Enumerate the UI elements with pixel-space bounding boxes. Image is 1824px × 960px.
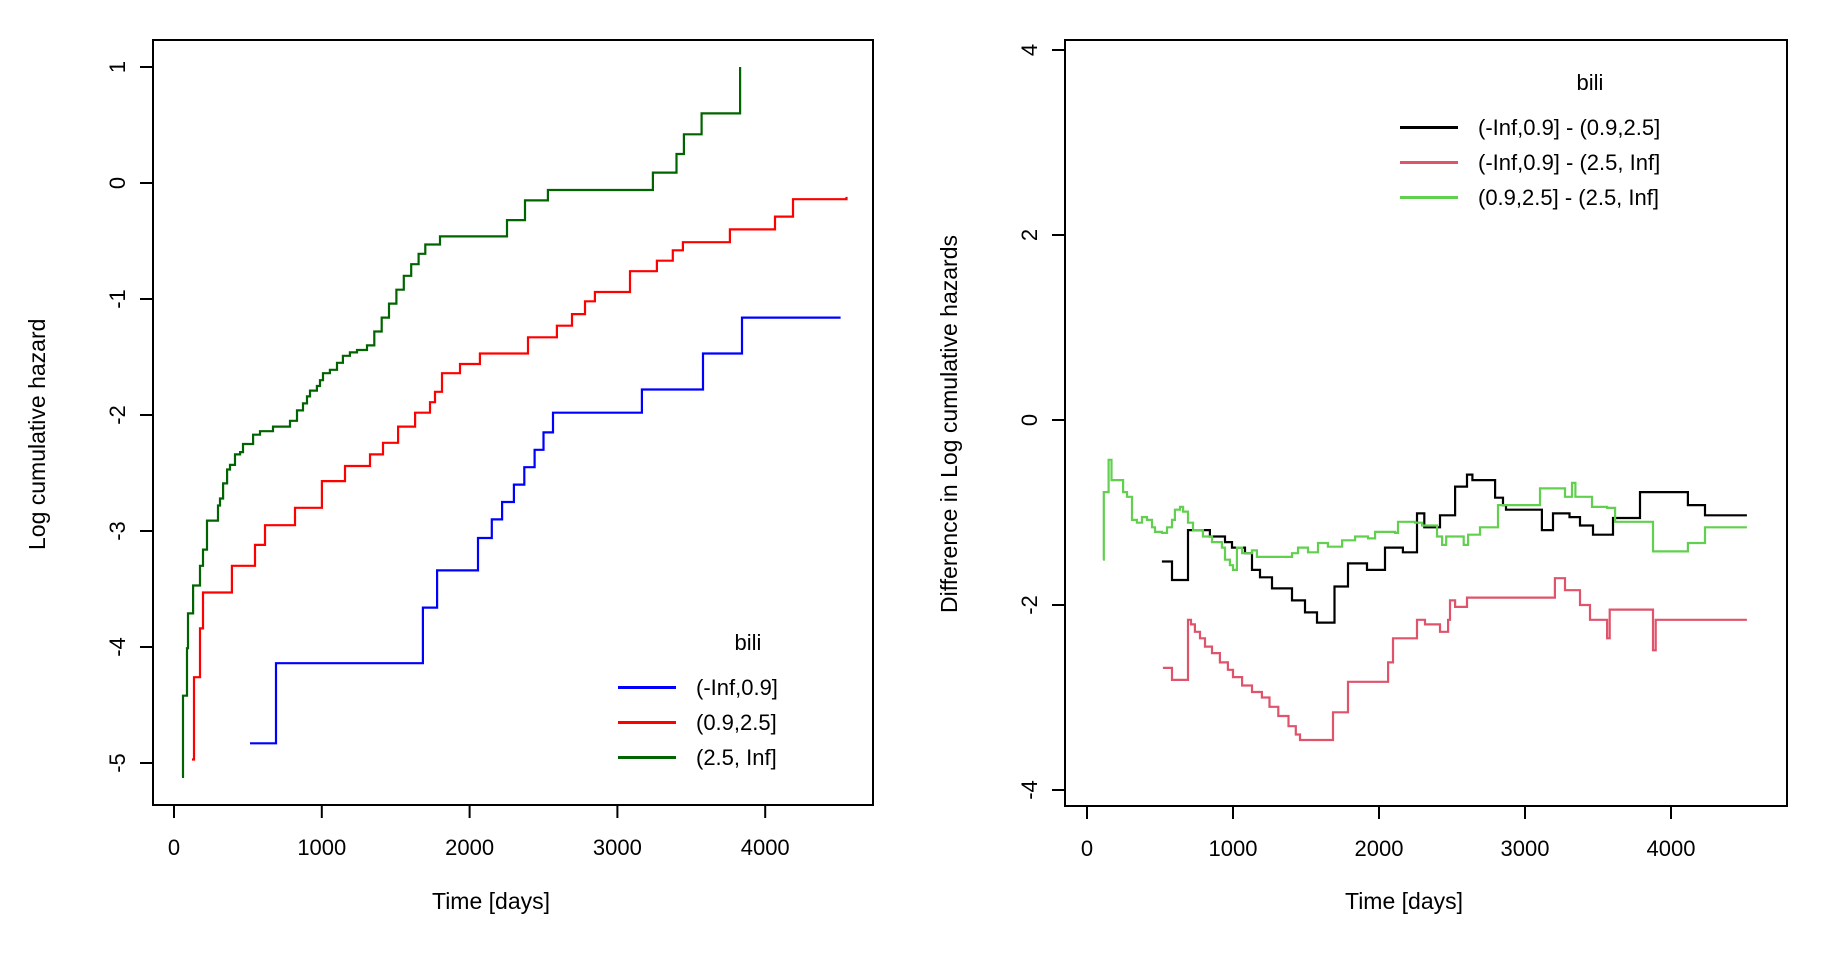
red-line-swatch bbox=[618, 721, 676, 724]
svg-text:2: 2 bbox=[1017, 229, 1042, 241]
svg-text:0: 0 bbox=[105, 177, 130, 189]
legend-label: (-Inf,0.9] - (2.5, Inf] bbox=[1478, 149, 1661, 175]
legend-entry: (-Inf,0.9] - (0.9,2.5] bbox=[1400, 110, 1780, 145]
svg-text:2000: 2000 bbox=[1355, 836, 1404, 861]
right-legend: bili (-Inf,0.9] - (0.9,2.5] (-Inf,0.9] -… bbox=[1400, 70, 1780, 215]
svg-text:-2: -2 bbox=[105, 405, 130, 425]
left-x-axis-title: Time [days] bbox=[432, 888, 551, 914]
legend-label: (2.5, Inf] bbox=[696, 744, 777, 770]
legend-entry: (-Inf,0.9] - (2.5, Inf] bbox=[1400, 145, 1780, 180]
left-y-axis-title: Log cumulative hazard bbox=[24, 318, 50, 550]
right-y-axis-title: Difference in Log cumulative hazards bbox=[936, 234, 962, 613]
left-legend-title: bili bbox=[734, 630, 762, 655]
pink-line-swatch bbox=[1400, 161, 1458, 164]
legend-entry: (-Inf,0.9] bbox=[618, 670, 878, 705]
svg-text:-4: -4 bbox=[105, 637, 130, 657]
legend-label: (0.9,2.5] bbox=[696, 709, 777, 735]
svg-text:1: 1 bbox=[105, 61, 130, 73]
right-x-axis-title: Time [days] bbox=[1345, 888, 1464, 914]
darkgreen-line-swatch bbox=[618, 756, 676, 759]
svg-text:-1: -1 bbox=[105, 289, 130, 309]
green-line-swatch bbox=[1400, 196, 1458, 199]
svg-text:1000: 1000 bbox=[1209, 836, 1258, 861]
svg-text:0: 0 bbox=[1017, 414, 1042, 426]
svg-text:3000: 3000 bbox=[1501, 836, 1550, 861]
svg-text:4: 4 bbox=[1017, 44, 1042, 56]
svg-text:3000: 3000 bbox=[593, 835, 642, 860]
legend-label: (-Inf,0.9] bbox=[696, 674, 778, 700]
black-line-swatch bbox=[1400, 126, 1458, 129]
svg-text:0: 0 bbox=[1081, 836, 1093, 861]
svg-text:-2: -2 bbox=[1017, 595, 1042, 615]
svg-text:4000: 4000 bbox=[741, 835, 790, 860]
legend-label: (0.9,2.5] - (2.5, Inf] bbox=[1478, 184, 1659, 210]
legend-label: (-Inf,0.9] - (0.9,2.5] bbox=[1478, 114, 1661, 140]
svg-text:-3: -3 bbox=[105, 521, 130, 541]
svg-text:-4: -4 bbox=[1017, 780, 1042, 800]
svg-text:2000: 2000 bbox=[445, 835, 494, 860]
legend-entry: (0.9,2.5] bbox=[618, 705, 878, 740]
left-legend: bili (-Inf,0.9] (0.9,2.5] (2.5, Inf] bbox=[618, 630, 878, 775]
legend-entry: (0.9,2.5] - (2.5, Inf] bbox=[1400, 180, 1780, 215]
blue-line-swatch bbox=[618, 686, 676, 689]
legend-entry: (2.5, Inf] bbox=[618, 740, 878, 775]
svg-text:0: 0 bbox=[168, 835, 180, 860]
right-legend-title: bili bbox=[1576, 70, 1604, 95]
svg-text:4000: 4000 bbox=[1647, 836, 1696, 861]
svg-text:1000: 1000 bbox=[297, 835, 346, 860]
svg-text:-5: -5 bbox=[105, 753, 130, 773]
